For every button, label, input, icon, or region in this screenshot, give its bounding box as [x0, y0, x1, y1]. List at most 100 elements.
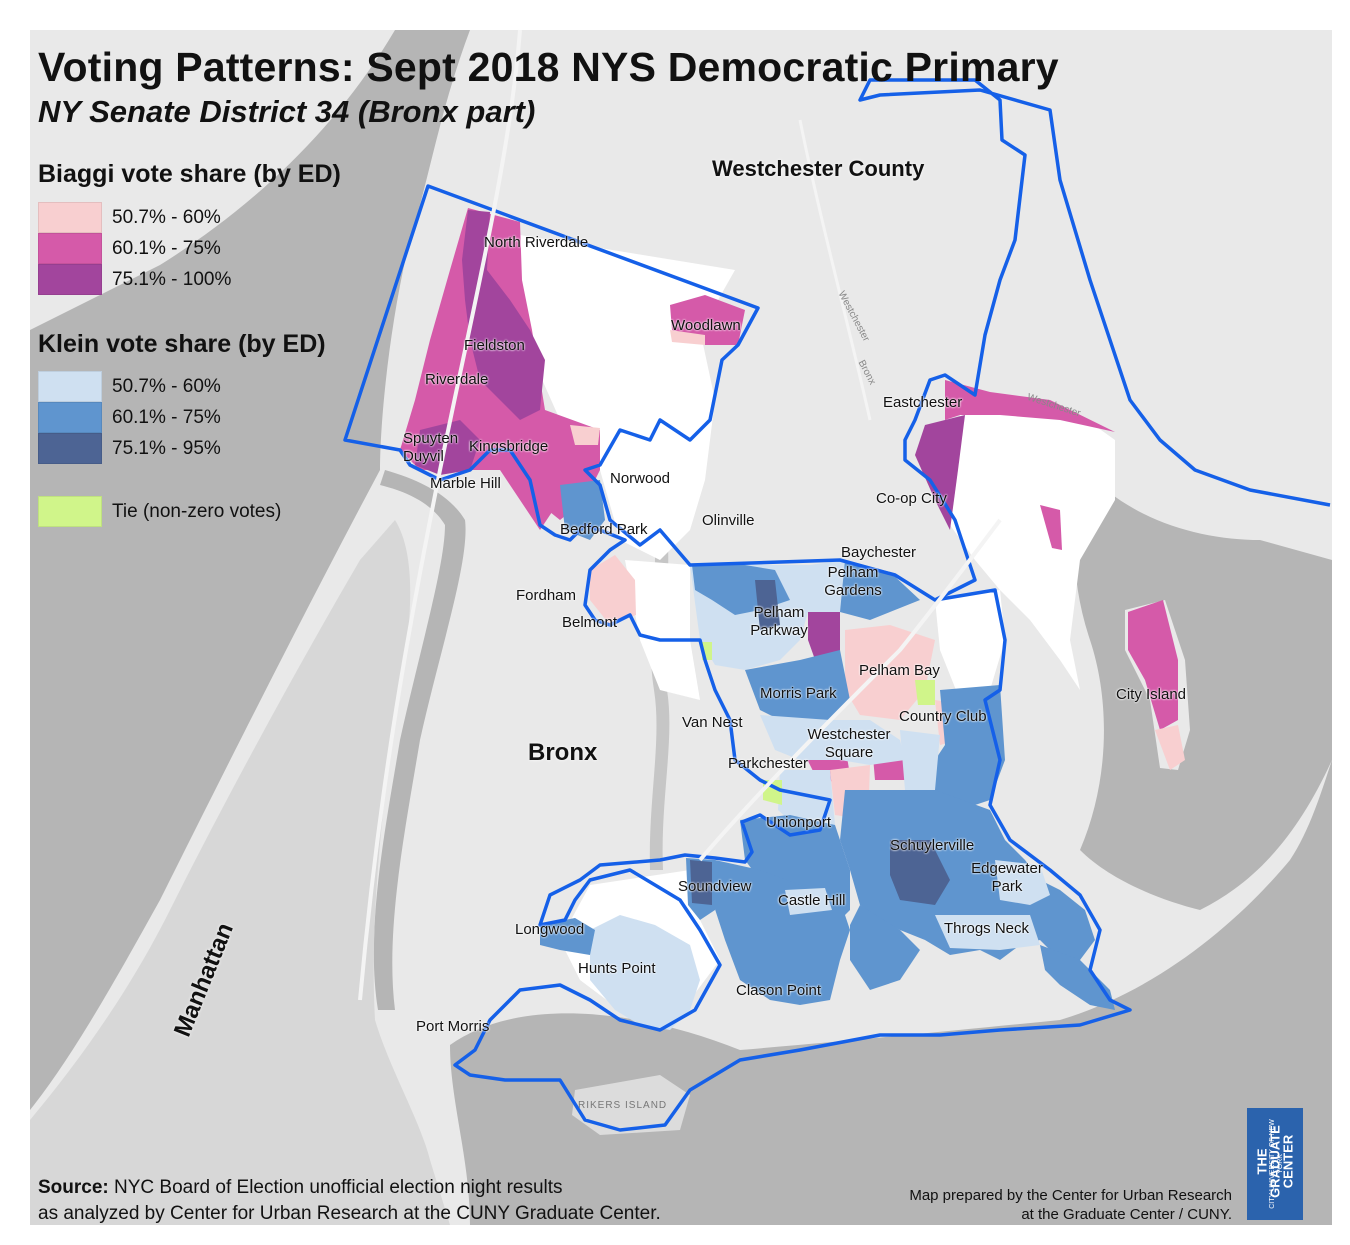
map-subtitle: NY Senate District 34 (Bronx part) [38, 94, 536, 129]
district-34-boundary [343, 184, 1132, 1132]
place-hunts-point: Hunts Point [578, 960, 656, 977]
district-34-boundary-north [858, 78, 1331, 602]
place-marble-hill: Marble Hill [430, 475, 501, 492]
legend-biaggi-swatch-1 [38, 202, 102, 233]
place-olinville: Olinville [702, 512, 755, 529]
biaggi-city-island [1128, 600, 1178, 730]
source-line-2: as analyzed by Center for Urban Research… [38, 1203, 661, 1224]
map-title: Voting Patterns: Sept 2018 NYS Democrati… [38, 44, 1059, 90]
region-bronx: Bronx [528, 739, 598, 766]
district-white-east [935, 590, 1005, 700]
biaggi-eastchester-high [915, 415, 965, 530]
legend-klein-swatch-1 [38, 371, 102, 402]
klein-edgewater-light [995, 860, 1050, 905]
legend-biaggi-label-3: 75.1% - 100% [112, 269, 232, 290]
place-van-nest: Van Nest [682, 714, 743, 731]
klein-bedford-park [560, 480, 605, 540]
highway-i87 [358, 29, 522, 1001]
place-kingsbridge: Kingsbridge [469, 438, 549, 455]
source-line-1: NYC Board of Election unofficial electio… [114, 1177, 563, 1198]
place-fordham: Fordham [516, 587, 577, 604]
place-morris-park: Morris Park [760, 685, 837, 702]
klein-morris-park [745, 650, 850, 725]
biaggi-riverdale-high2 [415, 420, 480, 475]
rikers-island [572, 1075, 690, 1135]
place-longwood: Longwood [515, 921, 585, 938]
legend-klein-label-2: 60.1% - 75% [112, 407, 221, 428]
place-clason-point: Clason Point [736, 982, 822, 999]
place-spuyten-duyvil: Spuyten Duyvil [403, 430, 459, 465]
klein-baychester [840, 560, 920, 620]
highway-i95 [698, 518, 1002, 862]
legend-klein-swatch-3 [38, 433, 102, 464]
source-label: Source: [38, 1177, 109, 1198]
district-white-coopcity [950, 415, 1115, 690]
klein-schuylerville [840, 790, 1095, 960]
credit-line-2: at the Graduate Center / CUNY. [1021, 1206, 1232, 1223]
place-city-island: City Island [1116, 686, 1187, 703]
place-unionport: Unionport [766, 814, 832, 831]
source-note: Source: NYC Board of Election unofficial… [38, 1175, 661, 1227]
biaggi-city-island-light [1155, 725, 1185, 770]
klein-throgs-neck-light [935, 915, 1040, 950]
place-rikers-island: RIKERS ISLAND [578, 1100, 668, 1111]
place-pelham-gardens: Pelham Gardens [824, 564, 882, 599]
place-port-morris: Port Morris [416, 1018, 490, 1035]
legend-klein-heading: Klein vote share (by ED) [38, 330, 326, 358]
legend-biaggi-label-2: 60.1% - 75% [112, 238, 221, 259]
place-woodlawn: Woodlawn [671, 317, 741, 334]
legend-klein-label-1: 50.7% - 60% [112, 376, 221, 397]
district-white-central [625, 560, 700, 700]
legend-biaggi-swatch-3 [38, 264, 102, 295]
manhattan-land [30, 520, 450, 1225]
legend-biaggi-swatch-2 [38, 233, 102, 264]
hudson-river [30, 30, 470, 1110]
place-country-club: Country Club [899, 708, 987, 725]
highway-bronx-river [798, 119, 872, 421]
eastchester-bay [1074, 470, 1332, 910]
klein-soundview-high [690, 860, 712, 905]
place-parkchester: Parkchester [728, 755, 809, 772]
legend-tie-label: Tie (non-zero votes) [112, 501, 282, 522]
legend-tie-swatch [38, 496, 102, 527]
place-bedford-park: Bedford Park [560, 521, 648, 538]
place-belmont: Belmont [562, 614, 618, 631]
biaggi-woodlawn-light [670, 330, 705, 345]
place-castle-hill: Castle Hill [778, 892, 846, 909]
place-edgewater-park: Edgewater Park [971, 860, 1043, 895]
biaggi-woodlawn [670, 295, 745, 345]
place-throgs-neck: Throgs Neck [944, 920, 1030, 937]
klein-throgs-light [900, 730, 940, 790]
harlem-river [373, 470, 466, 1010]
biaggi-pelham-bay-light [845, 625, 935, 720]
place-eastchester: Eastchester [883, 394, 963, 411]
place-baychester: Baychester [841, 544, 917, 561]
legend-biaggi-label-1: 50.7% - 60% [112, 207, 221, 228]
klein-castle-hill-light [785, 888, 832, 915]
klein-longwood [540, 918, 595, 955]
place-riverdale: Riverdale [425, 371, 489, 388]
place-norwood: Norwood [610, 470, 671, 487]
klein-hunts-point [590, 915, 700, 1030]
legend-klein-label-3: 75.1% - 95% [112, 438, 221, 459]
credit-line-1: Map prepared by the Center for Urban Res… [909, 1187, 1232, 1204]
klein-parkchester-light [778, 770, 835, 830]
region-westchester: Westchester County [712, 156, 925, 181]
place-fieldston: Fieldston [464, 337, 525, 354]
place-co-op-city: Co-op City [876, 490, 947, 507]
klein-throgs-tip [1040, 945, 1115, 1010]
biaggi-fordham-light [590, 555, 636, 625]
place-pelham-bay: Pelham Bay [859, 662, 940, 679]
klein-pelham-parkway-high [755, 580, 780, 630]
klein-schuylerville-high [890, 840, 950, 905]
place-soundview: Soundview [678, 878, 752, 895]
klein-tie-2 [915, 680, 935, 705]
biaggi-eastchester [945, 380, 1115, 432]
klein-ferry-point [850, 905, 920, 990]
legend-klein-swatch-2 [38, 402, 102, 433]
place-pelham-parkway: Pelham Parkway [750, 604, 808, 639]
logo-subtext: CITY UNIVERSITY OF NEW YORK [1269, 1119, 1284, 1209]
legend-biaggi-heading: Biaggi vote share (by ED) [38, 160, 341, 188]
place-north: North Riverdale [484, 234, 589, 251]
